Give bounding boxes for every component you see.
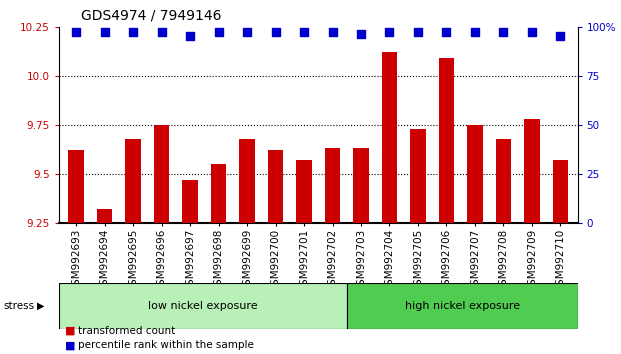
Point xyxy=(527,30,537,35)
Bar xyxy=(438,58,455,223)
Text: ■: ■ xyxy=(65,326,76,336)
Bar xyxy=(467,125,483,223)
Point xyxy=(299,30,309,35)
Bar xyxy=(268,150,283,223)
Bar xyxy=(496,138,511,223)
Bar xyxy=(347,283,578,329)
Bar xyxy=(182,180,198,223)
Bar xyxy=(353,148,369,223)
Point xyxy=(128,30,138,35)
Bar xyxy=(524,119,540,223)
Bar xyxy=(68,150,84,223)
Bar xyxy=(553,160,568,223)
Text: stress: stress xyxy=(3,301,34,311)
Point xyxy=(242,30,252,35)
Bar xyxy=(325,148,340,223)
Point xyxy=(555,34,565,39)
Text: ▶: ▶ xyxy=(37,301,45,311)
Point xyxy=(327,30,337,35)
Point xyxy=(470,30,480,35)
Point xyxy=(384,30,394,35)
Text: GDS4974 / 7949146: GDS4974 / 7949146 xyxy=(81,9,221,23)
Point xyxy=(214,30,224,35)
Point xyxy=(156,30,166,35)
Point xyxy=(71,30,81,35)
Point xyxy=(413,30,423,35)
Text: ■: ■ xyxy=(65,340,76,350)
Text: low nickel exposure: low nickel exposure xyxy=(148,301,258,311)
Point xyxy=(356,32,366,37)
Bar xyxy=(97,209,112,223)
Bar xyxy=(125,138,141,223)
Point xyxy=(271,30,281,35)
Bar xyxy=(59,283,347,329)
Bar xyxy=(211,164,227,223)
Point xyxy=(442,30,451,35)
Bar xyxy=(154,125,170,223)
Bar xyxy=(296,160,312,223)
Bar xyxy=(382,52,397,223)
Text: percentile rank within the sample: percentile rank within the sample xyxy=(78,340,253,350)
Text: high nickel exposure: high nickel exposure xyxy=(405,301,520,311)
Bar xyxy=(410,129,426,223)
Point xyxy=(185,34,195,39)
Text: transformed count: transformed count xyxy=(78,326,175,336)
Point xyxy=(499,30,509,35)
Point xyxy=(99,30,109,35)
Bar xyxy=(239,138,255,223)
